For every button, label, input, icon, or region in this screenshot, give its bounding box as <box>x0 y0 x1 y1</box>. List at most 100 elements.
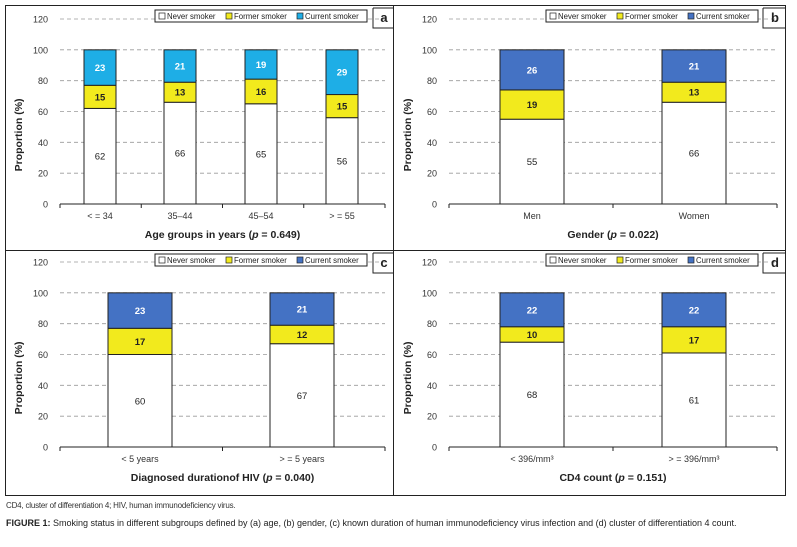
x-axis-title-part: Gender ( <box>567 229 611 241</box>
bar-segment-former-smoker <box>661 326 727 354</box>
panel-letter: d <box>771 255 779 270</box>
data-label: 67 <box>297 391 308 402</box>
y-axis-title: Proportion (%) <box>13 341 25 414</box>
bar-segment-current-smoker <box>269 292 335 326</box>
y-tick-label: 120 <box>33 15 48 25</box>
legend-label-never: Never smoker <box>167 256 216 265</box>
x-axis-title-part: = 0.649) <box>259 229 301 241</box>
x-tick-label: Women <box>679 211 710 221</box>
y-tick-label: 20 <box>427 169 437 179</box>
data-label: 10 <box>527 330 538 341</box>
data-label: 15 <box>337 102 348 113</box>
figure-footnote: CD4, cluster of differentiation 4; HIV, … <box>6 501 236 510</box>
data-label: 22 <box>689 305 700 316</box>
bar-segment-never-smoker <box>244 103 278 205</box>
bar-segment-former-smoker <box>244 78 278 105</box>
x-axis-title-part: = 0.040) <box>273 472 315 484</box>
legend-box <box>545 9 759 23</box>
x-axis-title: CD4 count (p = 0.151) <box>559 472 666 484</box>
y-tick-label: 60 <box>38 107 48 117</box>
bar-segment-never-smoker <box>269 343 335 448</box>
bar-segment-never-smoker <box>107 354 173 448</box>
x-axis-title-part: CD4 count ( <box>559 472 618 484</box>
legend-swatch-never <box>549 12 557 20</box>
x-axis-title-part: p <box>251 229 259 241</box>
legend: Never smoker Former smoker Current smoker <box>545 9 759 23</box>
y-tick-label: 0 <box>43 200 48 210</box>
x-axis-title-part: p <box>610 229 618 241</box>
y-tick-label: 100 <box>422 45 437 55</box>
caption-label: FIGURE 1: <box>6 518 51 528</box>
legend-swatch-former <box>616 12 624 20</box>
legend-box <box>154 9 368 23</box>
legend: Never smoker Former smoker Current smoker <box>154 9 368 23</box>
legend-swatch-former <box>225 256 233 264</box>
y-tick-label: 80 <box>38 76 48 86</box>
data-label: 61 <box>689 395 700 406</box>
data-label: 68 <box>527 390 538 401</box>
data-label: 13 <box>689 88 700 99</box>
y-tick-label: 100 <box>33 288 48 298</box>
y-tick-label: 60 <box>427 107 437 117</box>
panel-letter: a <box>380 10 388 25</box>
bar-segment-current-smoker <box>107 292 173 329</box>
x-axis-title-part: = 0.022) <box>617 229 659 241</box>
x-tick-label: < = 34 <box>87 211 113 221</box>
legend-swatch-former <box>225 12 233 20</box>
bar-segment-current-smoker <box>244 49 278 80</box>
legend-label-former: Former smoker <box>625 12 678 21</box>
y-tick-label: 120 <box>33 258 48 268</box>
bar-segment-current-smoker <box>661 292 727 328</box>
x-tick-label: < 396/mm³ <box>510 454 553 464</box>
legend-swatch-never <box>158 12 166 20</box>
bar-segment-never-smoker <box>499 341 565 448</box>
bar-segment-current-smoker <box>661 49 727 83</box>
x-axis-title-part: p <box>265 472 273 484</box>
bar-segment-current-smoker <box>83 49 117 86</box>
x-tick-label: Men <box>523 211 541 221</box>
legend: Never smoker Former smoker Current smoker <box>154 253 368 267</box>
panel-letter: b <box>771 10 779 25</box>
bar-segment-never-smoker <box>83 107 117 205</box>
y-axis-title: Proportion (%) <box>13 98 25 171</box>
x-tick-label: < 5 years <box>121 454 159 464</box>
x-axis-title-part: p <box>617 472 625 484</box>
data-label: 26 <box>527 65 538 76</box>
data-label: 21 <box>297 305 308 316</box>
data-label: 55 <box>527 157 538 168</box>
legend-box <box>154 253 368 267</box>
legend-box <box>545 253 759 267</box>
y-axis-title: Proportion (%) <box>402 98 414 171</box>
y-tick-label: 120 <box>422 258 437 268</box>
caption-text: Smoking status in different subgroups de… <box>50 518 737 528</box>
y-tick-label: 20 <box>38 412 48 422</box>
data-label: 13 <box>175 88 186 99</box>
bar-segment-current-smoker <box>325 49 359 96</box>
x-tick-label: 45–54 <box>248 211 273 221</box>
y-tick-label: 80 <box>427 76 437 86</box>
bar-segment-never-smoker <box>661 101 727 205</box>
data-label: 66 <box>689 149 700 160</box>
panel-letter-box <box>372 7 393 29</box>
figure-caption: FIGURE 1: Smoking status in different su… <box>6 517 787 529</box>
x-tick-label: > = 396/mm³ <box>668 454 719 464</box>
data-label: 65 <box>256 149 267 160</box>
y-tick-label: 0 <box>43 443 48 453</box>
legend-swatch-never <box>158 256 166 264</box>
legend-label-never: Never smoker <box>558 12 607 21</box>
data-label: 19 <box>527 100 538 111</box>
data-label: 21 <box>689 62 700 73</box>
x-tick-label: > = 5 years <box>279 454 325 464</box>
x-axis-title: Gender (p = 0.022) <box>567 229 658 241</box>
data-label: 15 <box>95 92 106 103</box>
data-label: 29 <box>337 68 348 79</box>
bar-segment-former-smoker <box>107 327 173 355</box>
y-tick-label: 40 <box>427 381 437 391</box>
legend-swatch-current <box>687 12 695 20</box>
y-tick-label: 20 <box>427 412 437 422</box>
data-label: 12 <box>297 330 308 341</box>
x-axis-title-part: Diagnosed durationof HIV ( <box>131 472 267 484</box>
legend-label-current: Current smoker <box>305 256 359 265</box>
x-axis-title-part: Age groups in years ( <box>145 229 253 241</box>
